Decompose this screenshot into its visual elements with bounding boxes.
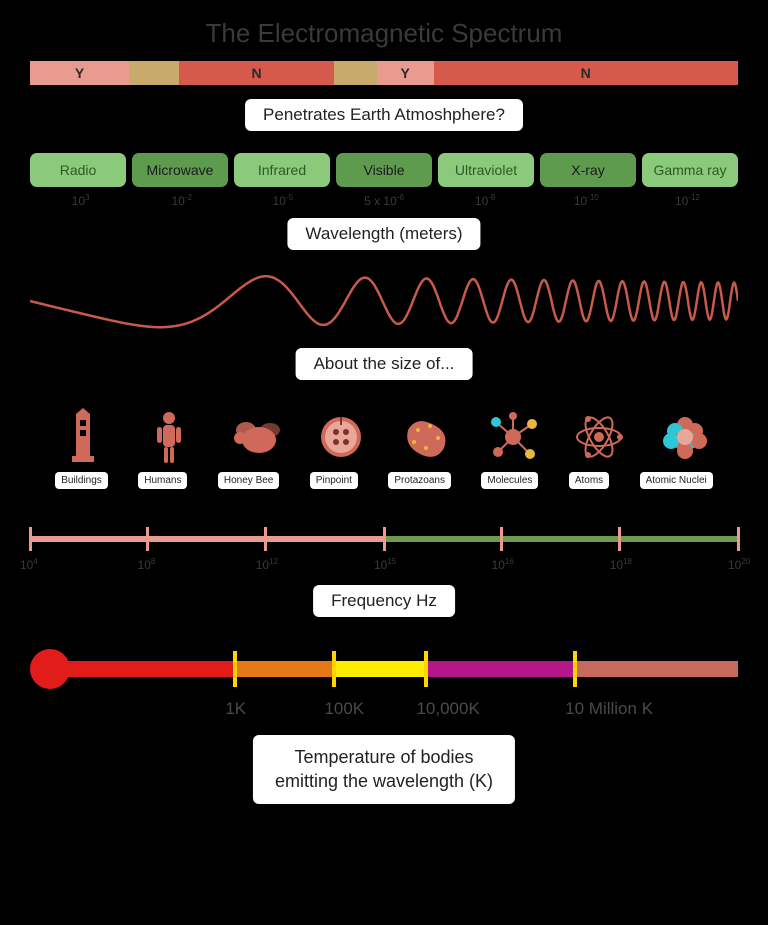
- wave-path: [30, 276, 738, 327]
- temperature-segment: [334, 661, 426, 677]
- radiation-type: Ultraviolet: [438, 153, 534, 187]
- frequency-labels-row: 10410810121015101610181020: [30, 557, 738, 575]
- size-item-label: Honey Bee: [218, 472, 279, 489]
- frequency-tick: [618, 527, 621, 551]
- bee-icon: [224, 408, 286, 466]
- penetration-label: Penetrates Earth Atmoshphere?: [245, 99, 523, 131]
- frequency-value: 1016: [492, 557, 514, 572]
- wave-diagram: [30, 266, 738, 336]
- temperature-segment: [51, 661, 235, 677]
- building-icon: [52, 408, 114, 466]
- temperature-segment: [235, 661, 334, 677]
- molecule-icon: [482, 408, 544, 466]
- wavelength-value: 10-8: [435, 193, 536, 208]
- frequency-tick: [500, 527, 503, 551]
- frequency-tick: [264, 527, 267, 551]
- wavelength-label: Wavelength (meters): [287, 218, 480, 250]
- frequency-value: 1018: [610, 557, 632, 572]
- penetration-segment: N: [179, 61, 335, 85]
- wavelength-value: 103: [30, 193, 131, 208]
- size-item-label: Atoms: [569, 472, 609, 489]
- pinpoint-icon: [310, 408, 372, 466]
- frequency-tick: [29, 527, 32, 551]
- frequency-axis: [30, 527, 738, 551]
- penetration-segment: N: [434, 61, 738, 85]
- human-icon: [138, 408, 200, 466]
- size-icons-row: [40, 396, 728, 466]
- radiation-type: X-ray: [540, 153, 636, 187]
- protozoan-icon: [396, 408, 458, 466]
- page-title: The Electromagnetic Spectrum: [0, 0, 768, 61]
- frequency-tick: [146, 527, 149, 551]
- wavelength-row: 10310-210-55 x 10-610-810-1010-12: [30, 193, 738, 208]
- size-item-label: Molecules: [481, 472, 538, 489]
- temperature-segment: [426, 661, 575, 677]
- frequency-label: Frequency Hz: [313, 585, 455, 617]
- nucleus-icon: [654, 408, 716, 466]
- penetration-bar: YNYN: [30, 61, 738, 85]
- size-item-label: Protazoans: [388, 472, 451, 489]
- temperature-bar: [30, 647, 738, 691]
- temperature-label: Temperature of bodiesemitting the wavele…: [253, 735, 515, 804]
- radiation-type: Visible: [336, 153, 432, 187]
- wavelength-value: 10-5: [232, 193, 333, 208]
- temperature-value: 100K: [324, 699, 364, 719]
- radiation-type: Microwave: [132, 153, 228, 187]
- penetration-segment: [334, 61, 376, 85]
- frequency-tick: [383, 527, 386, 551]
- temperature-tick: [424, 651, 428, 687]
- frequency-value: 1015: [374, 557, 396, 572]
- radiation-type: Infrared: [234, 153, 330, 187]
- penetration-segment: Y: [377, 61, 434, 85]
- size-item-label: Humans: [138, 472, 187, 489]
- frequency-tick: [737, 527, 740, 551]
- temperature-value: 10,000K: [416, 699, 479, 719]
- size-item-label: Buildings: [55, 472, 108, 489]
- temperature-value: 1K: [225, 699, 246, 719]
- temperature-tick: [332, 651, 336, 687]
- temperature-segment: [575, 661, 738, 677]
- wavelength-value: 10-2: [131, 193, 232, 208]
- frequency-value: 1020: [728, 557, 750, 572]
- radiation-type: Radio: [30, 153, 126, 187]
- radiation-type: Gamma ray: [642, 153, 738, 187]
- wavelength-value: 10-10: [536, 193, 637, 208]
- size-labels-row: Buildings Humans Honey Bee Pinpoint Protazoa…: [40, 472, 728, 489]
- frequency-value: 104: [20, 557, 38, 572]
- frequency-bar-high: [384, 536, 738, 542]
- atom-icon: [568, 408, 630, 466]
- thermometer-bulb-icon: [30, 649, 70, 689]
- frequency-value: 108: [138, 557, 156, 572]
- size-label: About the size of...: [296, 348, 473, 380]
- radiation-row: RadioMicrowaveInfraredVisibleUltraviolet…: [30, 153, 738, 187]
- frequency-value: 1012: [256, 557, 278, 572]
- temperature-tick: [233, 651, 237, 687]
- temperature-value: 10 Million K: [565, 699, 653, 719]
- wavelength-value: 5 x 10-6: [333, 193, 434, 208]
- size-item-label: Pinpoint: [310, 472, 358, 489]
- size-item-label: Atomic Nuclei: [640, 472, 713, 489]
- frequency-bar-low: [30, 536, 384, 542]
- penetration-segment: Y: [30, 61, 129, 85]
- penetration-segment: [129, 61, 179, 85]
- temperature-tick: [573, 651, 577, 687]
- temperature-labels-row: 1K 100K 10,000K 10 Million K: [30, 699, 738, 721]
- wavelength-value: 10-12: [637, 193, 738, 208]
